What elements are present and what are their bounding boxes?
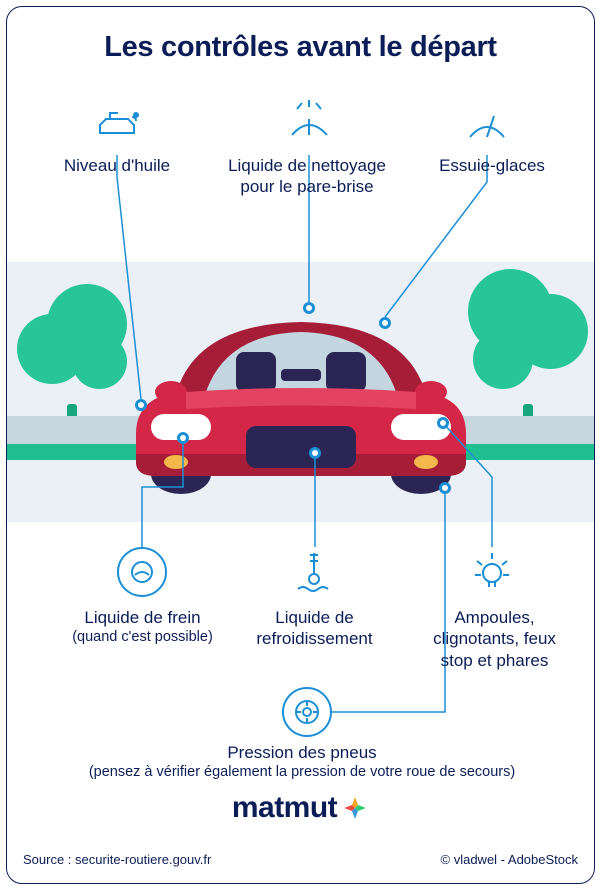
- brake-icon: [117, 547, 167, 597]
- footer-credit: © vladwel - AdobeStock: [441, 852, 578, 867]
- tires-icon: [282, 687, 332, 737]
- wipers-icon: [462, 102, 512, 149]
- coolant-label: Liquide de refroidissement: [232, 607, 397, 650]
- brake-sublabel: (quand c'est possible): [45, 628, 240, 646]
- washer-icon: [282, 97, 337, 147]
- footer-source: Source : securite-routiere.gouv.fr: [23, 852, 211, 867]
- tires-dot: [439, 482, 451, 494]
- washer-dot: [303, 302, 315, 314]
- page-title: Les contrôles avant le départ: [7, 31, 594, 64]
- bulbs-icon: [467, 545, 517, 602]
- brand-logo-text: matmut: [232, 791, 337, 825]
- oil-label: Niveau d'huile: [52, 155, 182, 176]
- wipers-label: Essuie-glaces: [422, 155, 562, 176]
- oil-dot: [135, 399, 147, 411]
- washer-label: Liquide de nettoyage pour le pare-brise: [192, 155, 422, 198]
- bulbs-dot: [437, 417, 449, 429]
- tires-label: Pression des pneus (pensez à vérifier ég…: [47, 742, 557, 781]
- tires-label-text: Pression des pneus: [227, 743, 376, 762]
- brake-label: Liquide de frein (quand c'est possible): [45, 607, 240, 646]
- tires-sublabel: (pensez à vérifier également la pression…: [47, 763, 557, 781]
- logo-row: matmut: [7, 791, 594, 825]
- footer: Source : securite-routiere.gouv.fr © vla…: [23, 852, 578, 867]
- brake-dot: [177, 432, 189, 444]
- background-scene: [7, 262, 594, 522]
- oil-icon: [92, 105, 142, 150]
- coolant-dot: [309, 447, 321, 459]
- brake-label-text: Liquide de frein: [84, 608, 200, 627]
- wipers-dot: [379, 317, 391, 329]
- brand-logo: matmut: [232, 791, 369, 825]
- coolant-icon: [292, 547, 337, 602]
- infographic-frame: Les contrôles avant le départ: [6, 6, 595, 884]
- brand-logo-mark: [341, 794, 369, 822]
- car-illustration: [116, 294, 486, 494]
- bulbs-label: Ampoules, clignotants, feux stop et phar…: [412, 607, 577, 671]
